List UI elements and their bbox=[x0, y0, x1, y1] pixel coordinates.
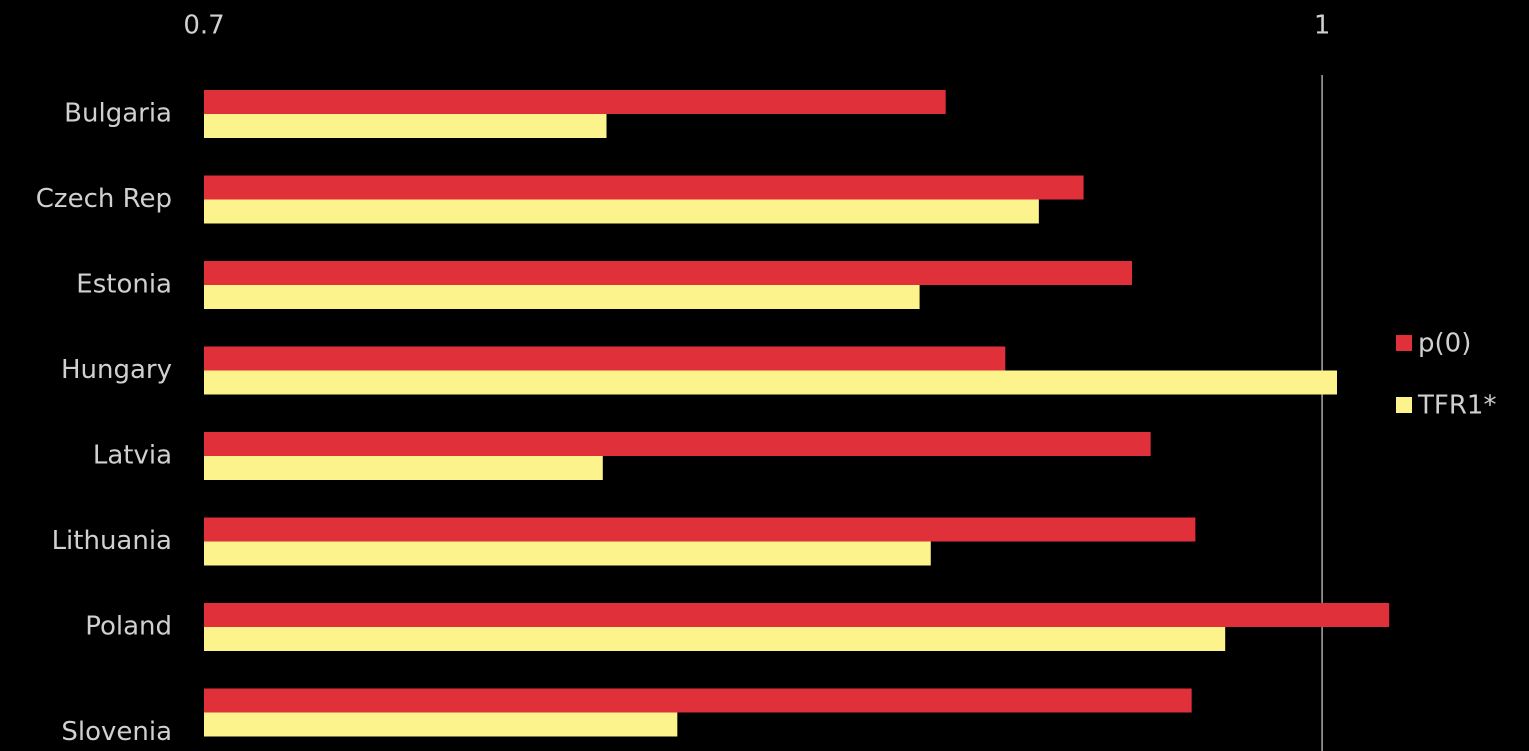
x-tick-label: 1 bbox=[1314, 11, 1331, 41]
bar bbox=[204, 627, 1226, 651]
bar bbox=[204, 541, 931, 566]
y-tick-label: Poland bbox=[85, 612, 172, 642]
bar bbox=[204, 603, 1390, 627]
bar bbox=[204, 346, 1006, 371]
bar bbox=[204, 285, 920, 309]
bar bbox=[204, 261, 1133, 285]
y-tick-label: Lithuania bbox=[52, 526, 172, 556]
bar bbox=[204, 175, 1084, 200]
legend-swatch bbox=[1396, 397, 1412, 413]
y-tick-label: Latvia bbox=[93, 441, 172, 471]
bar bbox=[204, 712, 678, 737]
bar bbox=[204, 199, 1039, 224]
legend-swatch bbox=[1396, 335, 1412, 351]
bar bbox=[204, 456, 603, 480]
y-tick-label: Czech Rep bbox=[36, 184, 172, 214]
y-tick-label: Slovenia bbox=[61, 717, 172, 747]
bar bbox=[204, 90, 946, 114]
bar bbox=[204, 688, 1192, 713]
bar bbox=[204, 114, 607, 138]
x-tick-label: 0.7 bbox=[183, 11, 224, 41]
y-tick-label: Hungary bbox=[61, 355, 172, 385]
y-tick-label: Bulgaria bbox=[64, 99, 172, 129]
legend-label: TFR1* bbox=[1417, 391, 1496, 421]
bar bbox=[204, 432, 1151, 456]
bar bbox=[204, 370, 1338, 395]
bar bbox=[204, 517, 1196, 542]
y-tick-label: Estonia bbox=[76, 270, 172, 300]
legend-label: p(0) bbox=[1418, 329, 1471, 359]
